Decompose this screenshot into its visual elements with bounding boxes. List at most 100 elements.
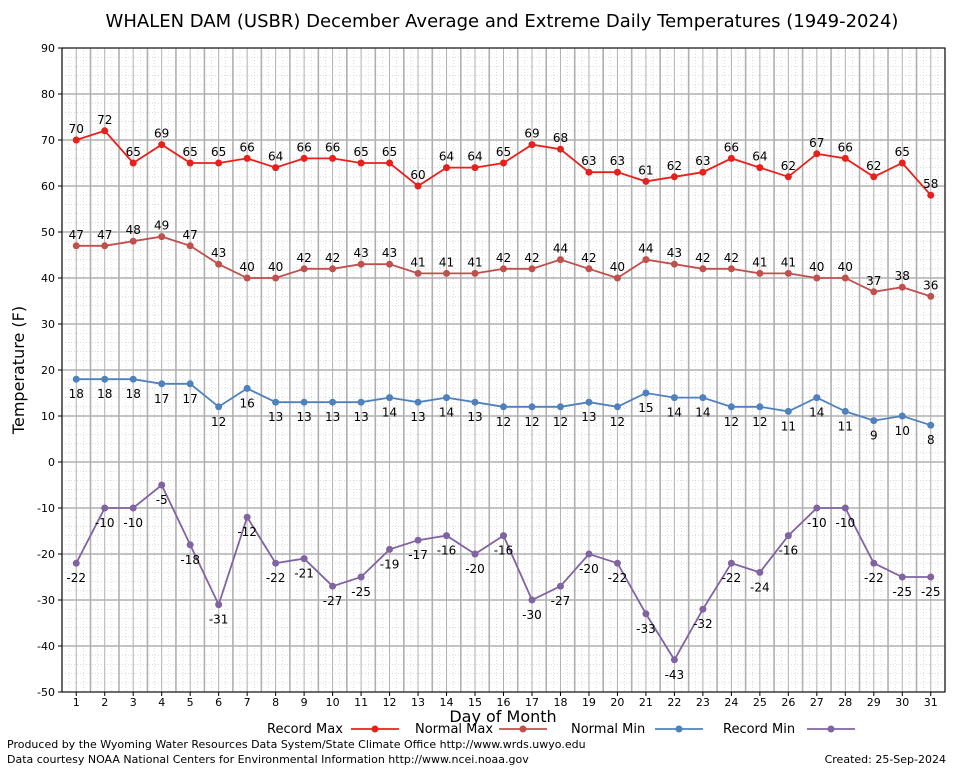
record-min-data-label: -20: [579, 562, 599, 576]
record-min-point: [471, 550, 479, 558]
record-min-point: [898, 573, 906, 581]
record-min-point: [386, 545, 394, 553]
normal-max-data-label: 42: [695, 251, 710, 265]
record-max-data-label: 64: [268, 150, 283, 164]
normal-max-data-label: 43: [353, 246, 368, 260]
record-min-point: [585, 550, 593, 558]
normal-max-point: [898, 283, 906, 291]
normal-max-data-label: 40: [838, 260, 853, 274]
record-max-point: [215, 159, 223, 167]
x-tick-label: 17: [525, 696, 539, 709]
x-tick-label: 23: [696, 696, 710, 709]
legend-label: Record Min: [723, 722, 795, 737]
record-min-data-label: -21: [294, 567, 314, 581]
record-max-point: [186, 159, 194, 167]
normal-max-data-label: 44: [638, 242, 653, 256]
x-tick-label: 31: [924, 696, 938, 709]
normal-min-data-label: 18: [97, 387, 112, 401]
normal-max-point: [699, 265, 707, 273]
normal-min-data-label: 11: [781, 419, 796, 433]
normal-max-data-label: 43: [667, 246, 682, 260]
x-tick-label: 19: [582, 696, 596, 709]
normal-max-point: [329, 265, 337, 273]
normal-min-data-label: 12: [610, 415, 625, 429]
normal-min-data-label: 8: [927, 433, 935, 447]
normal-max-point: [870, 288, 878, 296]
normal-max-point: [813, 274, 821, 282]
normal-min-data-label: 17: [183, 392, 198, 406]
record-max-point: [870, 173, 878, 181]
normal-max-point: [300, 265, 308, 273]
record-min-data-label: -16: [437, 544, 457, 558]
y-tick-label: 50: [41, 226, 55, 239]
normal-max-data-label: 43: [382, 246, 397, 260]
normal-max-point: [784, 269, 792, 277]
record-max-data-label: 70: [69, 122, 84, 136]
record-min-point: [329, 582, 337, 590]
record-max-point: [357, 159, 365, 167]
x-tick-label: 7: [244, 696, 251, 709]
record-max-data-label: 62: [781, 159, 796, 173]
y-tick-label: -40: [37, 640, 55, 653]
x-tick-label: 27: [810, 696, 824, 709]
x-tick-label: 30: [895, 696, 909, 709]
x-tick-label: 2: [101, 696, 108, 709]
y-tick-label: -30: [37, 594, 55, 607]
record-min-data-label: -25: [892, 585, 912, 599]
record-min-data-label: -30: [522, 608, 542, 622]
record-max-point: [300, 154, 308, 162]
y-tick-label: -50: [37, 686, 55, 699]
legend-item-normal-min: Normal Min: [571, 722, 703, 737]
x-tick-label: 6: [215, 696, 222, 709]
normal-max-data-label: 41: [781, 255, 796, 269]
normal-max-data-label: 42: [524, 251, 539, 265]
record-max-point: [243, 154, 251, 162]
normal-min-data-label: 12: [524, 415, 539, 429]
record-min-point: [414, 536, 422, 544]
x-tick-label: 20: [610, 696, 624, 709]
normal-min-data-label: 14: [667, 406, 682, 420]
x-axis-label: Day of Month: [449, 707, 556, 726]
y-tick-label: 30: [41, 318, 55, 331]
record-min-data-label: -5: [156, 493, 168, 507]
record-min-data-label: -12: [237, 525, 257, 539]
normal-max-point: [72, 242, 80, 250]
record-min-data-label: -10: [95, 516, 115, 530]
x-tick-label: 11: [354, 696, 368, 709]
y-tick-label: -20: [37, 548, 55, 561]
record-max-point: [528, 141, 536, 149]
record-min-series: -22 -10 -10 -5 -18 -31 -12 -22 -21 -27 -25 -19 -17 -1…: [66, 481, 941, 682]
record-min-data-label: -43: [665, 668, 685, 682]
record-max-data-label: 66: [325, 140, 340, 154]
normal-min-point: [500, 403, 507, 411]
normal-max-data-label: 48: [126, 223, 141, 237]
y-tick-label: 0: [48, 456, 55, 469]
record-max-point: [72, 136, 80, 144]
normal-min-data-label: 13: [581, 410, 596, 424]
chart-title: WHALEN DAM (USBR) December Average and E…: [106, 11, 899, 32]
record-min-data-label: -25: [351, 585, 371, 599]
normal-min-point: [186, 380, 194, 388]
record-min-point: [670, 656, 678, 664]
record-max-point: [670, 173, 678, 181]
record-max-point: [927, 191, 935, 199]
record-max-data-label: 65: [126, 145, 141, 159]
record-max-data-label: 65: [895, 145, 910, 159]
record-max-data-label: 66: [296, 140, 311, 154]
normal-max-point: [215, 260, 223, 268]
record-max-data-label: 62: [866, 159, 881, 173]
normal-min-point: [642, 389, 650, 397]
normal-min-point: [158, 380, 166, 388]
normal-max-point: [243, 274, 251, 282]
record-max-point: [129, 159, 137, 167]
record-min-point: [101, 504, 109, 512]
normal-max-point: [528, 265, 536, 273]
record-min-data-label: -16: [494, 544, 514, 558]
normal-min-point: [528, 403, 536, 411]
normal-min-data-label: 12: [211, 415, 226, 429]
x-tick-label: 25: [753, 696, 767, 709]
legend-swatch-marker: [519, 725, 527, 733]
normal-max-data-label: 40: [809, 260, 824, 274]
